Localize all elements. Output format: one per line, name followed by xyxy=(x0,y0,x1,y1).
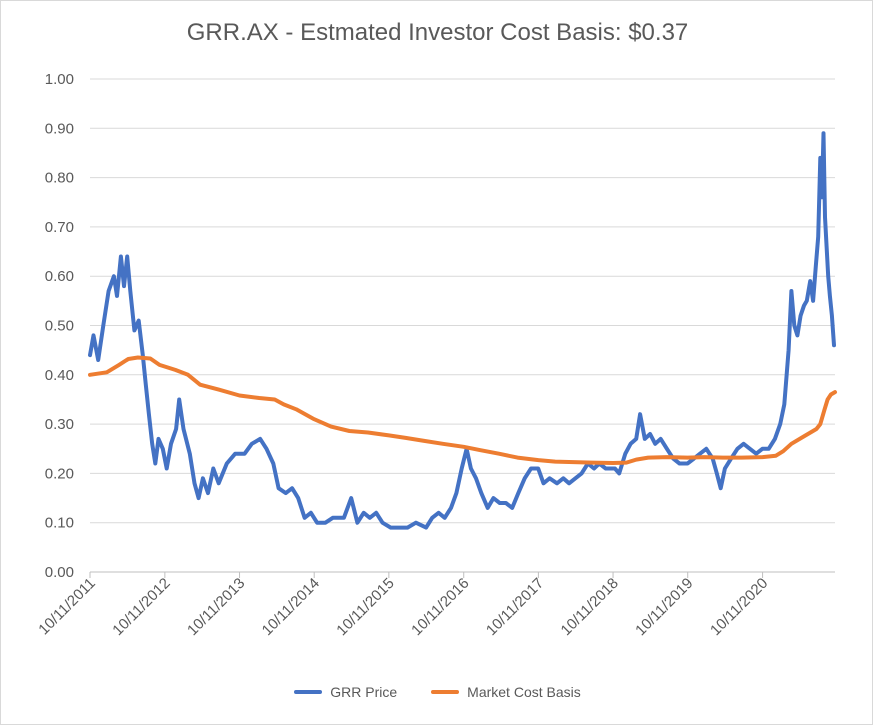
y-tick-label: 1.00 xyxy=(45,71,74,88)
x-tick-label: 10/11/2017 xyxy=(483,575,547,639)
legend-label-market-cost-basis: Market Cost Basis xyxy=(467,684,581,700)
y-tick-label: 0.70 xyxy=(45,219,74,236)
y-tick-label: 0.10 xyxy=(45,515,74,532)
legend-item-grr-price: GRR Price xyxy=(294,684,397,700)
series-line-market-cost-basis xyxy=(88,355,837,465)
y-tick-label: 0.00 xyxy=(45,564,74,581)
legend-swatch-grr-price xyxy=(294,690,323,694)
chart-title: GRR.AX - Estmated Investor Cost Basis: $… xyxy=(186,19,689,46)
y-tick-label: 0.20 xyxy=(45,465,74,482)
legend: GRR Price Market Cost Basis xyxy=(1,684,873,700)
legend-item-market-cost-basis: Market Cost Basis xyxy=(431,684,581,700)
series-lines xyxy=(88,131,837,530)
x-tick-label: 10/11/2012 xyxy=(109,575,173,639)
y-tick-label: 0.50 xyxy=(45,318,74,335)
x-tick-label: 10/11/2011 xyxy=(35,575,99,639)
x-tick-label: 10/11/2019 xyxy=(632,575,696,639)
y-tick-label: 0.40 xyxy=(45,367,74,384)
x-tick-label: 10/11/2016 xyxy=(408,575,472,639)
axes: 0.00 0.10 0.20 0.30 0.40 0.50 0.60 0.70 0.80 0.90… xyxy=(35,71,835,639)
y-tick-label: 0.90 xyxy=(45,120,74,137)
series-line-grr-price xyxy=(88,131,836,530)
y-tick-label: 0.30 xyxy=(45,416,74,433)
legend-label-grr-price: GRR Price xyxy=(330,684,398,700)
x-tick-label: 10/11/2020 xyxy=(707,575,771,639)
legend-swatch-market-cost-basis xyxy=(431,690,460,694)
x-tick-label: 10/11/2015 xyxy=(333,575,397,639)
x-tick-label: 10/11/2013 xyxy=(184,575,248,639)
x-tick-label: 10/11/2018 xyxy=(558,575,622,639)
y-tick-label: 0.80 xyxy=(45,170,74,187)
x-tick-label: 10/11/2014 xyxy=(259,575,323,639)
y-tick-label: 0.60 xyxy=(45,268,74,285)
